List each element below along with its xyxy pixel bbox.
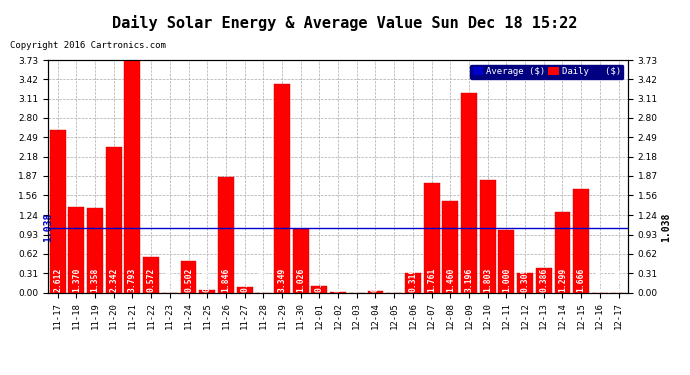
Text: 3.793: 3.793	[128, 267, 137, 292]
Text: 0.000: 0.000	[353, 267, 362, 292]
Text: 1.358: 1.358	[90, 267, 99, 292]
Bar	[106, 147, 121, 292]
Text: 0.013: 0.013	[333, 267, 343, 292]
Text: 0.093: 0.093	[240, 267, 249, 292]
Text: 1.026: 1.026	[296, 267, 305, 292]
Bar	[311, 285, 327, 292]
Text: 0.112: 0.112	[315, 267, 324, 292]
Bar	[573, 189, 589, 292]
Text: 1.000: 1.000	[502, 267, 511, 292]
Bar	[144, 257, 159, 292]
Text: 2.342: 2.342	[109, 267, 118, 292]
Text: 3.349: 3.349	[277, 267, 286, 292]
Text: 1.803: 1.803	[483, 267, 492, 292]
Text: 0.000: 0.000	[259, 267, 268, 292]
Text: 0.021: 0.021	[371, 267, 380, 292]
Text: 1.038: 1.038	[43, 213, 53, 243]
Text: 0.048: 0.048	[203, 267, 212, 292]
Bar	[480, 180, 495, 292]
Text: 2.612: 2.612	[53, 267, 62, 292]
Bar	[517, 273, 533, 292]
Text: 0.319: 0.319	[408, 267, 417, 292]
Bar	[424, 183, 440, 292]
Text: 0.502: 0.502	[184, 267, 193, 292]
Bar	[405, 273, 421, 292]
Bar	[237, 287, 253, 292]
Bar	[199, 290, 215, 292]
Bar	[50, 130, 66, 292]
Text: 1.846: 1.846	[221, 267, 230, 292]
Text: 0.000: 0.000	[166, 267, 175, 292]
Bar	[536, 268, 552, 292]
Legend: Average ($), Daily   ($): Average ($), Daily ($)	[470, 64, 623, 79]
Bar	[87, 208, 103, 292]
Text: 0.572: 0.572	[147, 267, 156, 292]
Text: 0.000: 0.000	[390, 267, 399, 292]
Text: 0.000: 0.000	[595, 267, 604, 292]
Bar	[181, 261, 197, 292]
Text: 0.386: 0.386	[540, 267, 549, 292]
Text: 0.000: 0.000	[614, 267, 623, 292]
Text: 1.038: 1.038	[661, 213, 671, 243]
Text: 1.299: 1.299	[558, 267, 567, 292]
Text: Copyright 2016 Cartronics.com: Copyright 2016 Cartronics.com	[10, 41, 166, 50]
Text: 3.196: 3.196	[464, 267, 473, 292]
Text: 1.666: 1.666	[577, 267, 586, 292]
Bar	[293, 228, 308, 292]
Text: 1.370: 1.370	[72, 267, 81, 292]
Bar	[555, 211, 571, 292]
Bar	[442, 201, 458, 292]
Text: 1.761: 1.761	[427, 267, 436, 292]
Bar	[498, 230, 514, 292]
Text: 0.305: 0.305	[520, 267, 529, 292]
Bar	[274, 84, 290, 292]
Text: Daily Solar Energy & Average Value Sun Dec 18 15:22: Daily Solar Energy & Average Value Sun D…	[112, 15, 578, 31]
Bar	[368, 291, 384, 292]
Text: 1.460: 1.460	[446, 267, 455, 292]
Bar	[461, 93, 477, 292]
Bar	[218, 177, 234, 292]
Bar	[124, 56, 140, 292]
Bar	[68, 207, 84, 292]
